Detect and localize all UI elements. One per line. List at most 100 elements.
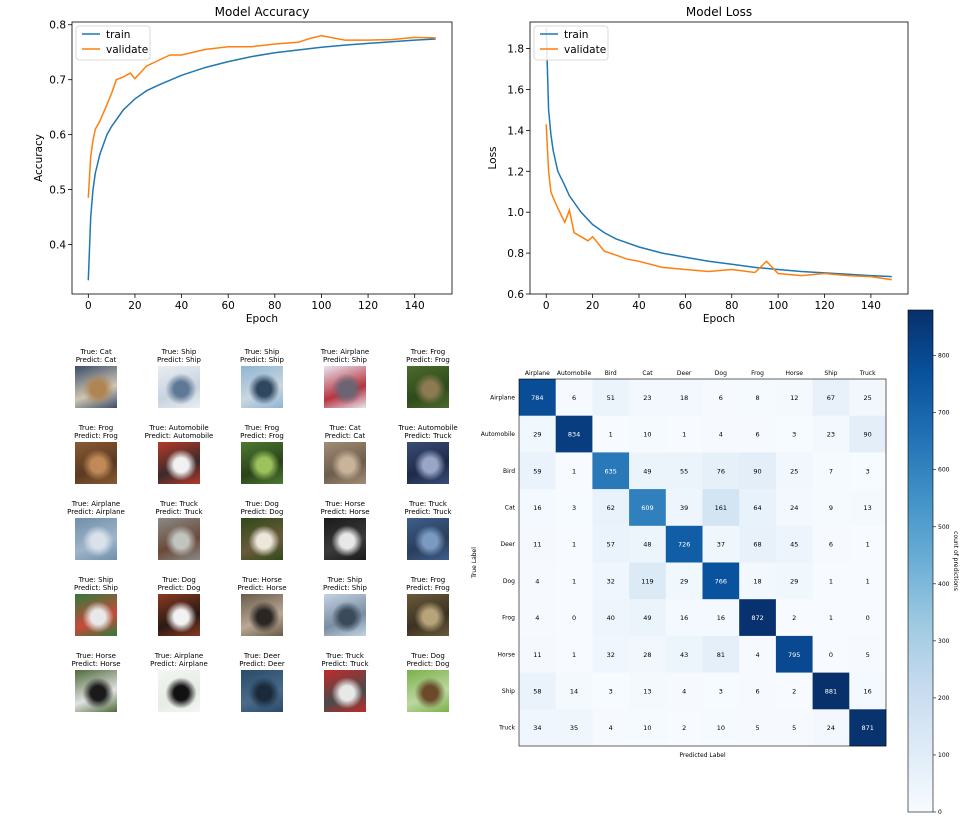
cell-value: 23 (643, 394, 651, 402)
cell-value: 90 (864, 431, 872, 439)
legend-label: train (564, 29, 588, 41)
prediction-cell: True: Ship Predict: Ship (217, 348, 307, 418)
prediction-caption: True: Frog Predict: Frog (51, 424, 141, 440)
matrix-cell (665, 415, 703, 453)
predicted-label: Predict: Ship (157, 356, 201, 364)
matrix-cell (665, 709, 703, 747)
cell-value: 6 (755, 687, 759, 695)
colorbar-tick-label: 100 (938, 752, 950, 759)
cell-value: 51 (607, 394, 615, 402)
cell-value: 0 (829, 651, 833, 659)
sample-image (241, 442, 283, 484)
chart-title: Model Loss (686, 5, 752, 19)
matrix-cell (519, 709, 556, 747)
cell-value: 34 (533, 724, 541, 732)
sample-image (407, 518, 449, 560)
cell-value: 1 (682, 431, 686, 439)
prediction-cell: True: Frog Predict: Frog (51, 424, 141, 494)
x-class-label: Automobile (557, 370, 592, 377)
matrix-cell (665, 452, 703, 490)
matrix-cell (629, 525, 667, 563)
x-tick-label: 100 (768, 300, 788, 312)
sample-image (75, 518, 117, 560)
prediction-cell: True: Truck Predict: Truck (134, 500, 224, 570)
matrix-cell (665, 562, 703, 600)
matrix-cell (775, 709, 813, 747)
cell-value: 12 (790, 394, 798, 402)
predicted-label: Predict: Frog (74, 432, 118, 440)
x-axis-label: Epoch (246, 313, 278, 325)
matrix-cell (775, 672, 813, 710)
x-axis-label: Predicted Label (679, 752, 726, 759)
matrix-cell (739, 599, 777, 637)
predicted-label: Predict: Cat (75, 356, 117, 364)
true-label: True: Frog (78, 424, 114, 432)
predicted-label: Predict: Frog (406, 584, 450, 592)
prediction-cell: True: Automobile Predict: Truck (383, 424, 473, 494)
y-tick-label: 0.6 (507, 289, 524, 301)
cell-value: 1 (829, 577, 833, 585)
series-line-train (545, 28, 892, 278)
colorbar-tick-label: 500 (938, 524, 950, 531)
sample-image (75, 670, 117, 712)
sample-image (75, 594, 117, 636)
cell-value: 57 (607, 541, 615, 549)
matrix-cell (739, 379, 777, 416)
sample-image (158, 670, 200, 712)
cell-value: 29 (533, 431, 541, 439)
matrix-cell (702, 379, 740, 416)
matrix-cell (592, 599, 630, 637)
prediction-caption: True: Horse Predict: Horse (300, 500, 390, 516)
predicted-label: Predict: Ship (323, 584, 367, 592)
cell-value: 766 (715, 577, 727, 585)
matrix-cell (702, 599, 740, 637)
x-class-label: Airplane (525, 370, 550, 377)
y-class-label: Frog (502, 615, 515, 622)
y-tick-label: 0.7 (49, 75, 66, 87)
y-class-label: Dog (503, 578, 515, 585)
prediction-cell: True: Dog Predict: Dog (217, 500, 307, 570)
matrix-cell (849, 599, 887, 637)
prediction-caption: True: Truck Predict: Truck (383, 500, 473, 516)
predicted-label: Predict: Horse (237, 584, 287, 592)
true-label: True: Ship (78, 576, 114, 584)
matrix-cell (629, 379, 667, 416)
predicted-label: Predict: Truck (404, 432, 452, 440)
prediction-caption: True: Frog Predict: Frog (217, 424, 307, 440)
cell-value: 24 (790, 504, 798, 512)
prediction-cell: True: Frog Predict: Frog (217, 424, 307, 494)
matrix-cell (592, 489, 630, 527)
x-class-label: Bird (605, 370, 617, 377)
matrix-cell (629, 709, 667, 747)
x-class-label: Truck (859, 370, 876, 377)
series-line-validate (545, 124, 892, 281)
cell-value: 0 (866, 614, 870, 622)
cell-value: 2 (792, 687, 796, 695)
cell-value: 58 (533, 687, 541, 695)
cell-value: 16 (717, 614, 725, 622)
predicted-label: Predict: Dog (157, 584, 201, 592)
cell-value: 7 (829, 467, 833, 475)
true-label: True: Ship (327, 576, 363, 584)
y-axis-label: True Label (471, 547, 478, 579)
matrix-cell (629, 672, 667, 710)
matrix-cell (555, 562, 593, 600)
matrix-cell (849, 709, 887, 747)
matrix-cell (592, 452, 630, 490)
matrix-cell (629, 415, 667, 453)
cell-value: 29 (680, 577, 688, 585)
matrix-cell (739, 709, 777, 747)
x-tick-label: 100 (311, 300, 331, 312)
true-label: True: Horse (325, 500, 365, 508)
cell-value: 39 (680, 504, 688, 512)
prediction-cell: True: Ship Predict: Ship (51, 576, 141, 646)
matrix-cell (519, 635, 556, 673)
matrix-cell (629, 452, 667, 490)
cell-value: 2 (792, 614, 796, 622)
matrix-cell (555, 415, 593, 453)
matrix-cell (519, 452, 556, 490)
matrix-cell (739, 672, 777, 710)
plot-frame (71, 21, 453, 295)
y-tick-label: 0.4 (49, 240, 66, 252)
prediction-caption: True: Truck Predict: Truck (300, 652, 390, 668)
